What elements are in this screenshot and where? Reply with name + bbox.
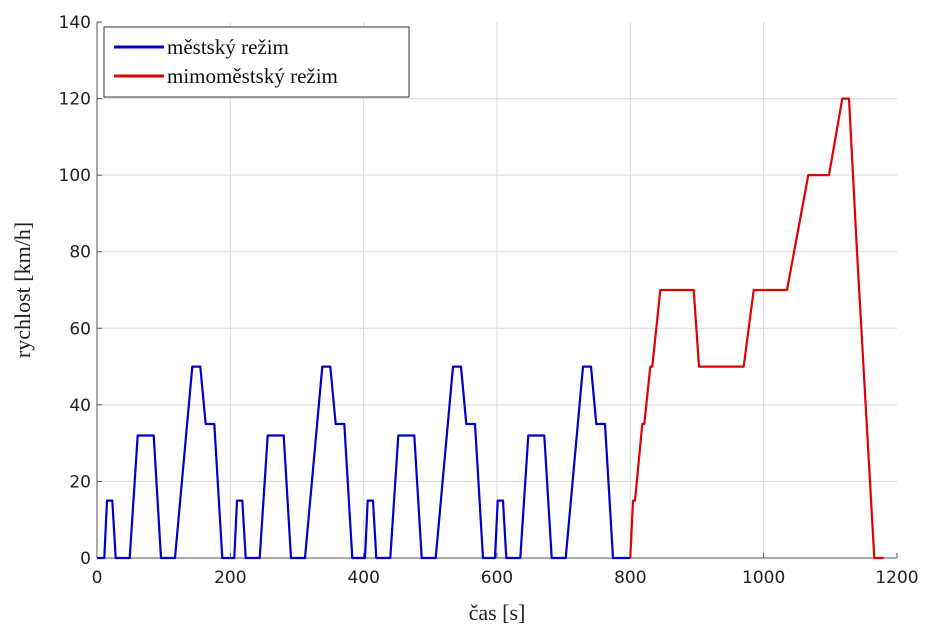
- tick-labels: 0 200 400 600 800 1000 1200 0 20 40 60 80 100 120 140: [59, 13, 919, 588]
- y-tick-label: 40: [69, 396, 91, 416]
- x-tick-label: 1200: [875, 568, 918, 588]
- y-tick-label: 60: [69, 319, 91, 339]
- y-tick-label: 140: [59, 13, 91, 33]
- legend: městský režim mimoměstský režim: [103, 26, 410, 98]
- series-line-extra-urban: [629, 97, 884, 560]
- y-tick-label: 80: [69, 243, 91, 263]
- x-tick-label: 0: [92, 568, 103, 588]
- x-tick-label: 400: [347, 568, 379, 588]
- y-tick-label: 20: [69, 472, 91, 492]
- legend-box: [103, 26, 410, 98]
- y-tick-label: 0: [80, 549, 91, 569]
- legend-label-urban: městský režim: [167, 35, 289, 59]
- x-tick-label: 800: [614, 568, 646, 588]
- y-tick-label: 120: [59, 90, 91, 110]
- series-lines: [97, 97, 884, 560]
- x-axis-title: čas [s]: [469, 600, 526, 625]
- x-tick-label: 600: [481, 568, 513, 588]
- x-tick-label: 1000: [742, 568, 785, 588]
- y-tick-label: 100: [59, 166, 91, 186]
- y-axis-title: rychlost [km/h]: [10, 222, 35, 358]
- x-tick-label: 200: [214, 568, 246, 588]
- series-line-urban: [97, 365, 631, 560]
- legend-label-extra-urban: mimoměstský režim: [167, 64, 338, 88]
